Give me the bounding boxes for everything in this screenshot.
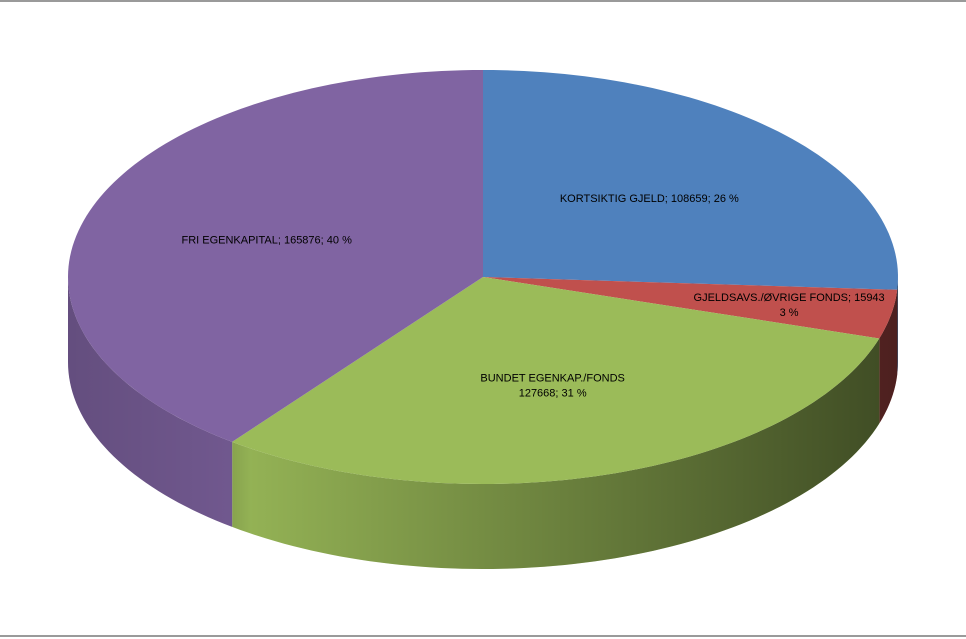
slice-side-shade xyxy=(232,338,880,569)
slice-side-shade xyxy=(68,277,233,527)
slice-side-shade xyxy=(897,277,898,375)
data-label: GJELDSAVS./ØVRIGE FONDS; 15943 3 % xyxy=(694,292,885,319)
data-label: FRI EGENKAPITAL; 165876; 40 % xyxy=(181,235,352,247)
pie-tops xyxy=(68,70,898,484)
slice-side-shade xyxy=(879,289,898,424)
slice xyxy=(483,277,898,339)
slice xyxy=(232,277,880,484)
pie-labels: KORTSIKTIG GJELD; 108659; 26 % GJELDSAVS.… xyxy=(181,193,884,399)
data-label: BUNDET EGENKAP./FONDS 127668; 31 % xyxy=(480,372,624,399)
slice xyxy=(483,70,898,290)
pie-sides xyxy=(68,277,898,569)
slice xyxy=(68,70,483,442)
data-label: KORTSIKTIG GJELD; 108659; 26 % xyxy=(560,193,739,205)
